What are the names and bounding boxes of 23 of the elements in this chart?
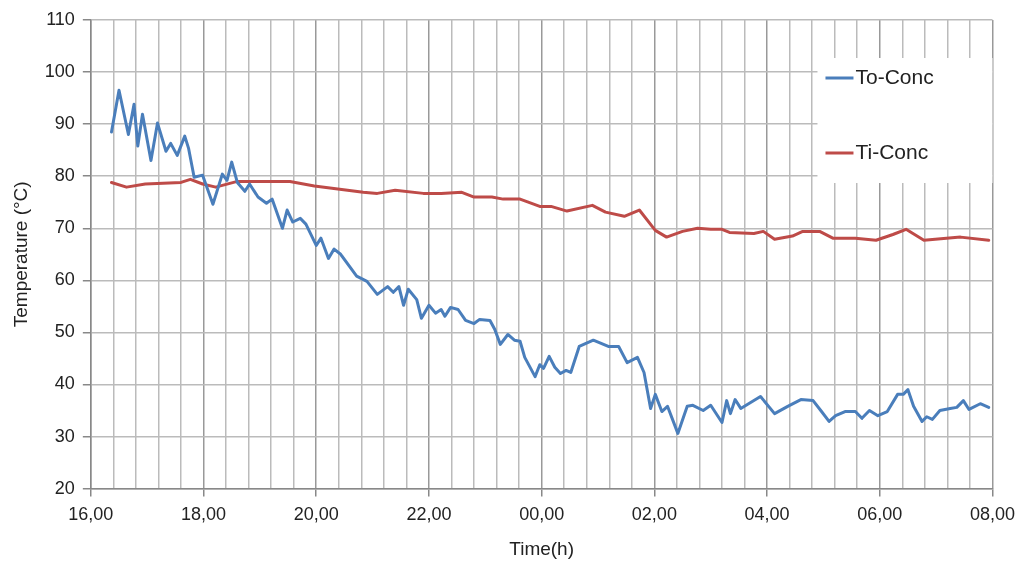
x-tick-label: 08,00 (969, 504, 1015, 525)
x-tick-label: 04,00 (744, 504, 790, 525)
x-axis-title: Time(h) (509, 537, 575, 559)
x-tick-label: 20,00 (293, 504, 339, 525)
y-tick-label: 60 (54, 269, 75, 290)
y-tick-label: 30 (54, 425, 75, 446)
y-tick-label: 100 (44, 61, 75, 82)
x-tick-label: 02,00 (631, 504, 677, 525)
y-tick-label: 80 (54, 165, 75, 186)
legend-label: To-Conc (855, 64, 934, 88)
x-tick-label: 00,00 (519, 504, 565, 525)
y-tick-label: 70 (54, 217, 75, 238)
y-tick-label: 50 (54, 321, 75, 342)
legend-label: Ti-Conc (855, 139, 929, 163)
y-tick-label: 40 (54, 373, 75, 394)
x-tick-label: 22,00 (406, 504, 452, 525)
x-tick-label: 18,00 (181, 504, 227, 525)
y-axis-title: Temperature (°C) (9, 181, 31, 328)
y-tick-label: 90 (54, 113, 75, 134)
x-tick-label: 16,00 (68, 504, 114, 525)
x-tick-label: 06,00 (857, 504, 903, 525)
y-tick-label: 20 (54, 477, 75, 498)
y-tick-label: 110 (46, 8, 75, 29)
